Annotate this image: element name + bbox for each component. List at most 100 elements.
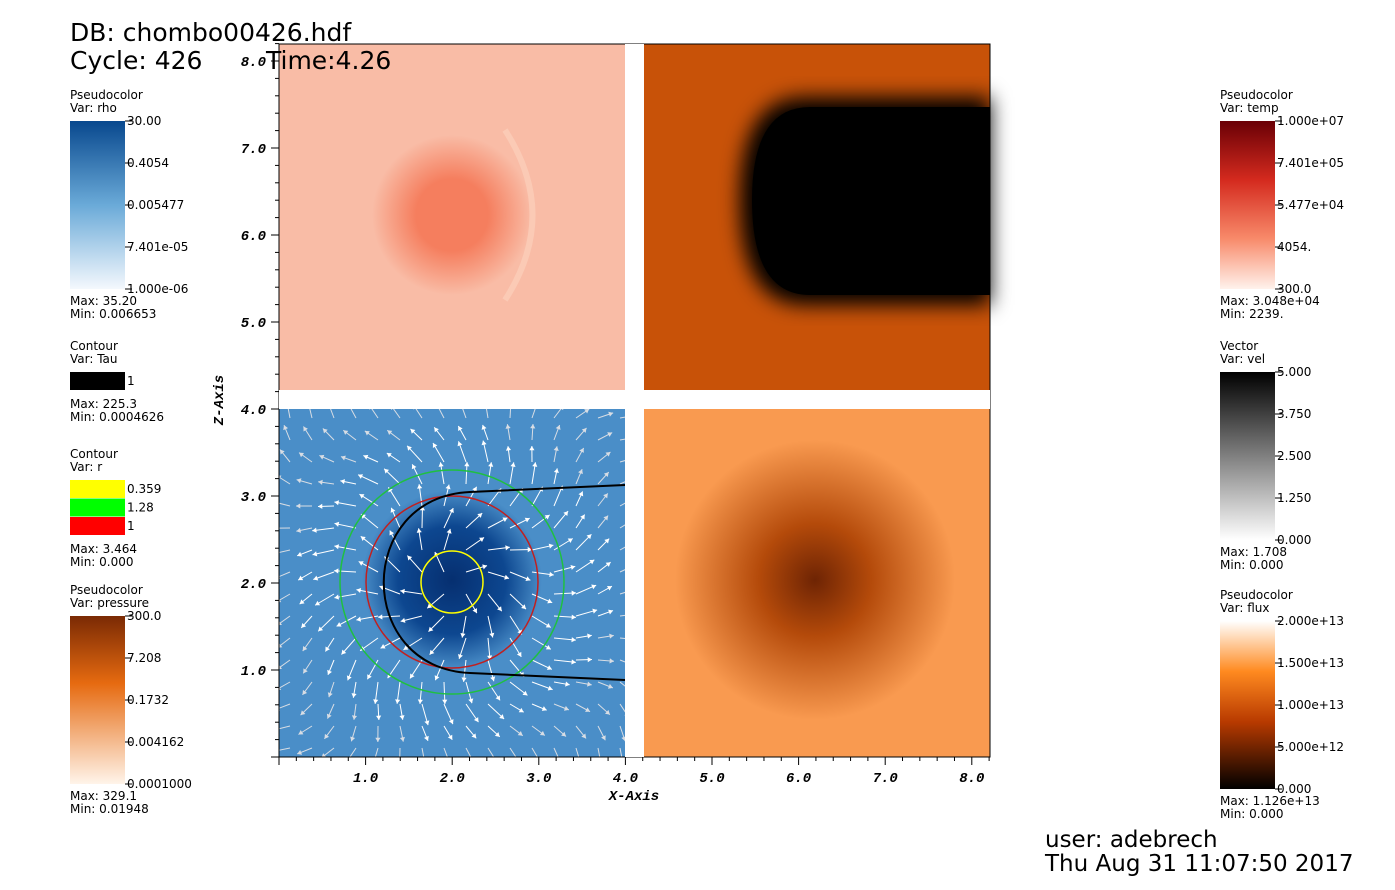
vector-head (318, 479, 323, 485)
x-axis-title: X-Axis (608, 789, 659, 805)
vector-arrow (575, 747, 580, 757)
vector-head (424, 720, 430, 726)
legend-label: 1.250 (1277, 491, 1311, 505)
vector-head (539, 756, 541, 757)
legend-max: Max: 329.1 (70, 789, 137, 803)
vector-arrow (509, 409, 512, 419)
vector-head (356, 587, 362, 594)
legend-label: 300.0 (1277, 282, 1311, 296)
vector-head (410, 428, 416, 434)
vector-head (429, 649, 435, 655)
vector-head (589, 559, 595, 565)
vector-head (461, 677, 467, 682)
db-label: DB: chombo00426.hdf (70, 18, 352, 47)
vector-head (312, 527, 317, 533)
x-tick-label: 6.0 (786, 771, 811, 787)
vector-head (298, 575, 304, 581)
vector-arrow (531, 747, 538, 757)
vector-head (279, 620, 282, 626)
vector-head (427, 603, 433, 609)
legend-swatch (70, 372, 125, 390)
vector-head (274, 526, 278, 531)
user-label: user: adebrech (1045, 827, 1218, 853)
vector-head (458, 654, 463, 659)
legend-min: Min: 0.000 (70, 555, 134, 569)
legend-label: 7.208 (127, 651, 161, 665)
legend-label: 4054. (1277, 240, 1311, 254)
vector-head (378, 614, 383, 620)
legend-label: 5.000e+12 (1277, 740, 1344, 754)
y-tick-label: 3.0 (241, 490, 266, 506)
vector-head (283, 425, 289, 431)
vector-head (578, 491, 584, 497)
vector-head (318, 503, 323, 509)
vector-head (482, 564, 488, 570)
vector-head (547, 685, 553, 691)
vector-head (510, 462, 516, 467)
legend-max: Max: 35.20 (70, 294, 137, 308)
axis-ticks: 1.0 2.0 3.0 4.0 5.0 6.0 7.0 8.0 1.0 2.0 3.0 4.0 5.0 6… (241, 43, 990, 787)
vector-head (313, 575, 319, 581)
vector-arrow (619, 546, 625, 551)
vector-head (428, 626, 434, 632)
legend-label: 3.750 (1277, 407, 1311, 421)
vector-head (571, 614, 576, 620)
color-bar (70, 616, 125, 784)
vector-head (279, 752, 280, 753)
vector-head (391, 409, 393, 410)
vector-head (516, 651, 522, 657)
vector-arrow (287, 409, 291, 419)
vector-head (340, 479, 346, 485)
vector-head (471, 733, 477, 739)
legend-var: Var: r (70, 460, 102, 474)
vector-head (499, 714, 505, 719)
legend-label: 0.0001000 (127, 777, 192, 791)
vector-head (296, 478, 302, 484)
vector-head (473, 717, 479, 723)
vector-head (334, 568, 339, 574)
vector-head (553, 468, 559, 474)
legend-kind: Contour (70, 339, 118, 353)
vector-arrow (462, 409, 467, 419)
vector-head (369, 409, 371, 410)
legend-var: Var: temp (1220, 101, 1279, 115)
vector-arrow (279, 747, 291, 751)
vector-head (544, 514, 550, 520)
legend-min: Min: 0.000 (1220, 558, 1284, 572)
legend-label: 1.000e+07 (1277, 114, 1344, 128)
vector-head (407, 555, 413, 561)
vector-head (372, 759, 377, 764)
legend-label: 0.000 (1277, 782, 1311, 796)
pressure-blob (362, 490, 542, 670)
x-tick-label: 2.0 (440, 771, 465, 787)
vector-head (279, 554, 280, 556)
vector-head (346, 675, 352, 681)
vector-head (580, 514, 585, 520)
vector-head (417, 484, 423, 489)
vector-head (563, 705, 569, 711)
legend-min: Min: 0.0004626 (70, 410, 164, 424)
vector-head (319, 454, 325, 460)
vector-head (449, 508, 454, 514)
vector-head (502, 517, 508, 523)
legend-label: 5.477e+04 (1277, 198, 1344, 212)
vector-head (530, 424, 536, 429)
vector-arrow (279, 571, 291, 578)
vector-head (505, 446, 512, 451)
contour-r-red (365, 495, 539, 669)
vector-head (524, 517, 530, 523)
vector-head (620, 759, 625, 764)
x-tick-label: 8.0 (959, 771, 984, 787)
y-tick-label: 1.0 (241, 664, 266, 680)
legend-var: Var: vel (1220, 352, 1265, 366)
legend-label: 1.28 (127, 501, 154, 515)
vector-head (376, 715, 382, 720)
legend-max: Max: 3.464 (70, 542, 137, 556)
vector-arrow (509, 747, 517, 757)
vector-head (605, 562, 611, 567)
vector-arrow (619, 703, 625, 713)
vector-head (592, 608, 598, 614)
vector-head (481, 440, 487, 446)
vector-head (297, 749, 303, 755)
time-label: Time:4.26 (265, 46, 391, 75)
